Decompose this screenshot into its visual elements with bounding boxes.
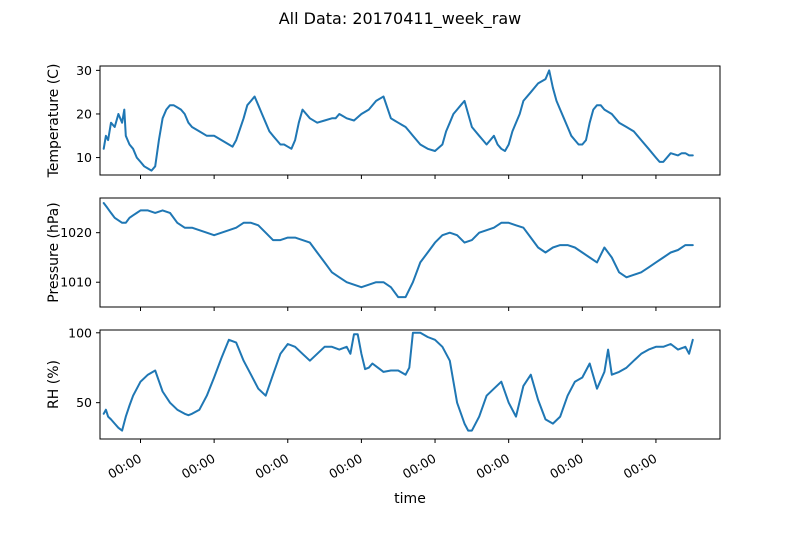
pressure-series-line — [102, 202, 694, 299]
temperature-ytick-label: 30 — [76, 63, 92, 78]
temperature-series-line — [102, 69, 694, 172]
humidity-ylabel: RH (%) — [46, 360, 62, 409]
humidity-ytick-label: 50 — [76, 395, 92, 410]
pressure-ylabel: Pressure (hPa) — [46, 202, 62, 302]
temperature-ylabel: Temperature (C) — [46, 64, 62, 179]
x-axis-label: time — [394, 491, 426, 507]
pressure-axes-frame — [99, 197, 721, 308]
pressure-ytick-label: 1020 — [60, 225, 92, 240]
figure-title: All Data: 20170411_week_raw — [279, 9, 522, 29]
temperature-panel: 10 20 30 Temperature (C) — [46, 63, 721, 179]
humidity-ytick-label: 100 — [68, 325, 92, 340]
humidity-axes-frame — [99, 329, 721, 440]
humidity-series-line — [102, 331, 694, 432]
temperature-ytick-label: 10 — [76, 150, 92, 165]
pressure-ytick-label: 1010 — [60, 275, 92, 290]
temperature-ytick-label: 20 — [76, 106, 92, 121]
temperature-axes-frame — [99, 65, 721, 176]
